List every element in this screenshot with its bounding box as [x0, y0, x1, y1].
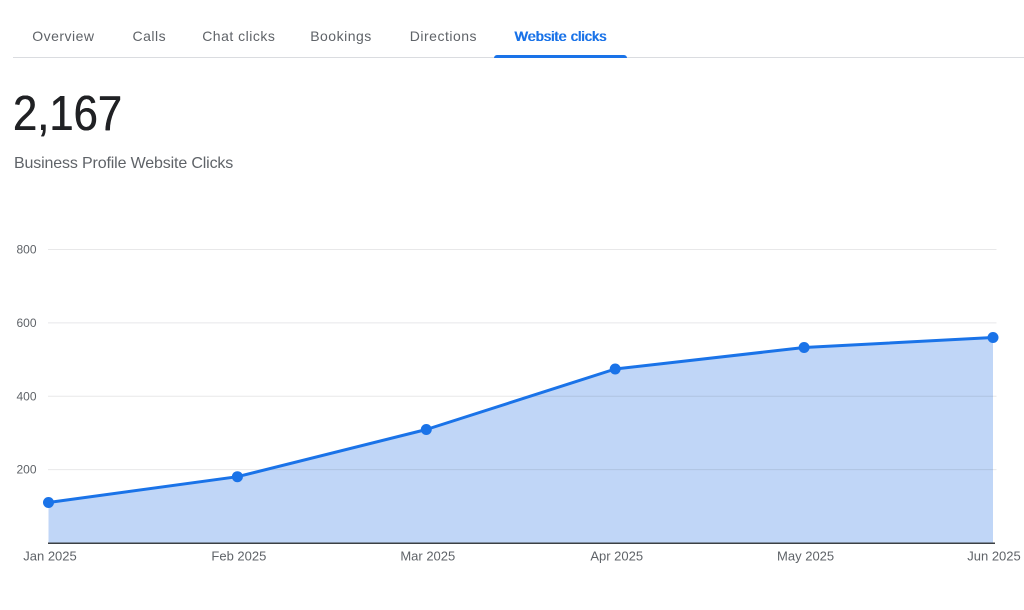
svg-text:May 2025: May 2025 — [777, 548, 834, 563]
svg-text:600: 600 — [16, 316, 36, 330]
svg-text:Jan 2025: Jan 2025 — [23, 548, 77, 563]
svg-text:Apr 2025: Apr 2025 — [590, 548, 643, 563]
svg-text:400: 400 — [16, 389, 36, 403]
svg-text:Feb 2025: Feb 2025 — [211, 548, 266, 563]
svg-text:200: 200 — [16, 463, 36, 477]
svg-text:800: 800 — [16, 243, 36, 257]
svg-text:Mar 2025: Mar 2025 — [400, 548, 455, 563]
svg-text:Jun 2025: Jun 2025 — [967, 548, 1021, 563]
